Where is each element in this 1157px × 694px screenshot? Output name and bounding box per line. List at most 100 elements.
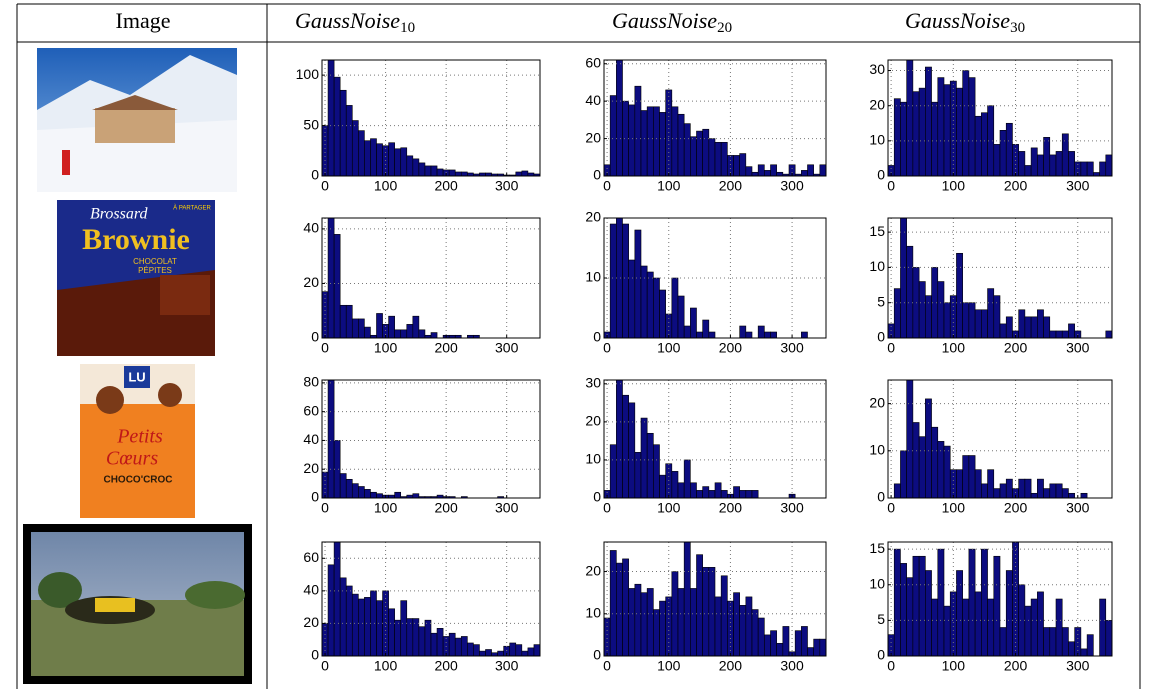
- x-tick-label: 300: [1066, 178, 1090, 194]
- bar: [925, 295, 932, 338]
- bar: [646, 106, 654, 176]
- bar: [943, 84, 951, 176]
- y-tick-label: 15: [869, 223, 885, 239]
- bar: [1061, 488, 1069, 498]
- bar: [659, 112, 666, 176]
- bar: [370, 491, 377, 498]
- bar: [1037, 591, 1044, 656]
- bar: [764, 170, 771, 176]
- bar: [751, 171, 759, 176]
- bar: [327, 60, 335, 176]
- bars: [604, 542, 826, 656]
- bar: [708, 567, 716, 656]
- y-tick-label: 10: [869, 575, 885, 591]
- bar: [1061, 627, 1069, 656]
- bar: [412, 493, 420, 498]
- plot-frame: [887, 541, 1113, 657]
- x-tick-label: 0: [887, 178, 895, 194]
- x-tick-label: 0: [887, 340, 895, 356]
- bar: [640, 592, 648, 656]
- bar: [473, 644, 480, 656]
- y-tick-label: 0: [877, 167, 885, 183]
- bar: [448, 632, 456, 656]
- bar: [653, 106, 660, 176]
- bar: [622, 100, 629, 176]
- bar: [900, 450, 907, 498]
- bar: [1005, 478, 1013, 498]
- bar: [974, 309, 982, 338]
- bar: [757, 325, 765, 338]
- y-tick-label: 40: [303, 220, 319, 236]
- bar: [968, 455, 976, 498]
- bar: [358, 130, 365, 176]
- bar: [974, 469, 982, 498]
- bar: [515, 644, 523, 656]
- bar: [918, 87, 926, 176]
- bar: [962, 598, 970, 656]
- y-tick-label: 20: [585, 413, 601, 429]
- bar: [968, 77, 976, 176]
- x-tick-label: 100: [657, 178, 681, 194]
- bar: [634, 229, 642, 338]
- bar: [394, 619, 402, 656]
- bar: [1024, 316, 1032, 338]
- bar: [388, 315, 395, 338]
- bar: [739, 325, 747, 338]
- bar: [794, 630, 802, 656]
- bar: [999, 627, 1007, 656]
- bar: [364, 597, 371, 656]
- bar: [745, 490, 753, 498]
- bar: [1043, 488, 1051, 498]
- histogram: 0 100 200 300 0 50 100: [296, 59, 541, 194]
- bar: [1105, 330, 1112, 338]
- y-tick-label: 5: [877, 611, 885, 627]
- x-tick-label: 200: [719, 658, 743, 674]
- bar: [1037, 478, 1044, 498]
- bar: [515, 171, 523, 176]
- bar: [358, 598, 365, 656]
- bar: [893, 98, 901, 176]
- image-text: Brownie: [82, 223, 190, 256]
- bar: [376, 600, 383, 656]
- x-tick-label: 300: [780, 658, 804, 674]
- bar: [937, 281, 945, 338]
- y-tick-label: 0: [593, 167, 601, 183]
- bar: [968, 302, 976, 338]
- bar: [454, 637, 462, 656]
- bar: [460, 636, 468, 656]
- header-cell: GaussNoise10: [295, 8, 415, 36]
- x-tick-label: 200: [1004, 500, 1028, 516]
- bar: [364, 140, 371, 176]
- bar: [708, 490, 716, 498]
- bar: [739, 153, 747, 176]
- bars: [888, 60, 1112, 176]
- bar: [974, 591, 982, 656]
- bar: [1055, 483, 1063, 498]
- bar: [1049, 330, 1057, 338]
- bar: [1043, 627, 1051, 656]
- bar: [1037, 154, 1044, 176]
- bar: [1068, 151, 1075, 176]
- bar: [807, 647, 814, 656]
- bar: [485, 649, 492, 656]
- bar: [1030, 492, 1038, 498]
- y-tick-label: 10: [585, 269, 601, 285]
- bar: [646, 271, 654, 338]
- y-tick-label: 60: [303, 402, 319, 418]
- y-tick-label: 20: [303, 460, 319, 476]
- bar: [931, 598, 939, 656]
- y-tick-label: 80: [303, 374, 319, 390]
- bar: [801, 626, 808, 656]
- bar: [364, 326, 371, 338]
- bar: [400, 329, 408, 338]
- bar: [1018, 309, 1026, 338]
- y-tick-label: 40: [303, 431, 319, 447]
- y-tick-label: 20: [303, 274, 319, 290]
- y-tick-label: 30: [585, 375, 601, 391]
- bar: [609, 223, 617, 338]
- bar: [801, 331, 808, 338]
- bar: [962, 70, 970, 176]
- image-text: LU: [128, 369, 145, 384]
